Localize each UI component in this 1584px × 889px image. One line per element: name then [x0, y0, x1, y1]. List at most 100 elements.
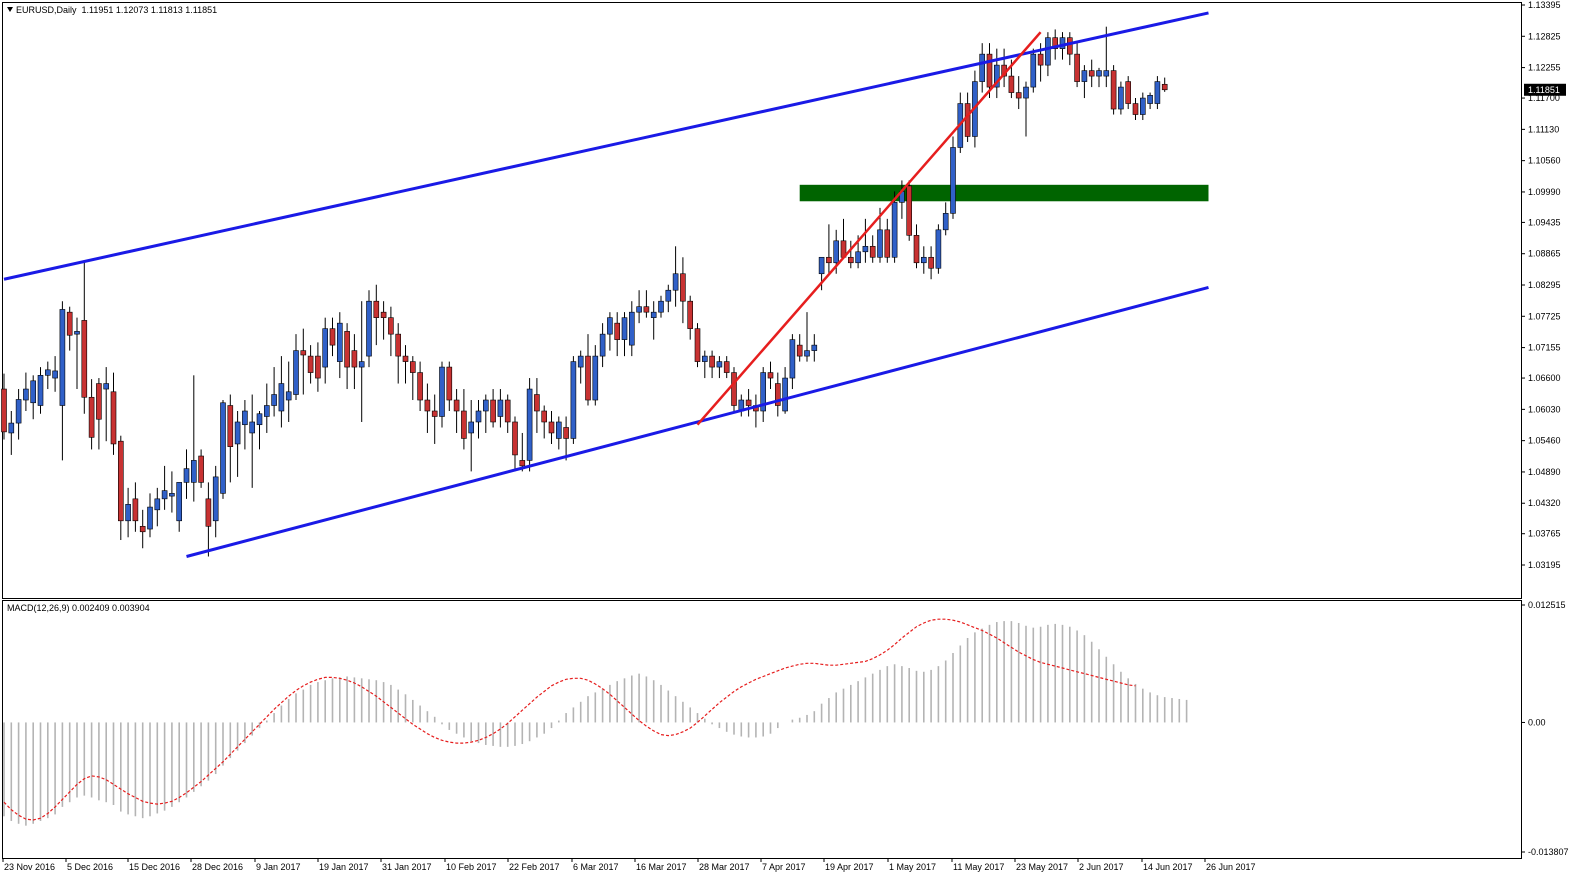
bull-candle: [23, 388, 29, 401]
bear-candle: [796, 344, 803, 357]
bull-candle: [862, 245, 869, 253]
price-axis-label: 1.11130: [1528, 124, 1559, 134]
caret-down-icon: [7, 7, 13, 12]
bull-candle: [336, 322, 343, 362]
bull-candle: [920, 256, 927, 264]
bull-candle: [1096, 70, 1102, 77]
bear-candle: [1132, 103, 1139, 115]
bull-candle: [942, 213, 949, 231]
price-axis-label: 1.07725: [1528, 311, 1561, 321]
bear-candle: [1125, 81, 1131, 104]
bull-candle: [147, 506, 153, 530]
bear-candle: [541, 410, 548, 423]
bull-candle: [577, 355, 584, 368]
bull-candle: [877, 229, 883, 258]
bull-candle: [636, 306, 642, 313]
price-axis-label: 1.07155: [1528, 343, 1561, 353]
bull-candle: [658, 300, 664, 313]
bull-candle: [1140, 97, 1146, 115]
bull-candle: [760, 372, 767, 412]
time-axis-label: 19 Apr 2017: [825, 862, 874, 872]
bear-candle: [329, 328, 336, 346]
red-trendline: [696, 31, 1042, 426]
bear-candle: [409, 361, 416, 373]
bear-candle: [563, 427, 569, 439]
bull-candle: [285, 391, 292, 401]
bull-candle: [322, 328, 329, 368]
time-axis-label: 28 Mar 2017: [699, 862, 750, 872]
bull-candle: [592, 355, 599, 401]
bear-candle: [417, 372, 423, 401]
price-axis-label: 1.03195: [1528, 560, 1561, 570]
bull-candle: [169, 493, 175, 497]
price-axis-label: 1.06600: [1528, 373, 1561, 383]
bull-candle: [37, 375, 44, 406]
bear-candle: [110, 391, 117, 445]
bull-candle: [599, 333, 606, 357]
price-axis-label: 1.09435: [1528, 217, 1561, 227]
bear-candle: [307, 355, 314, 373]
time-axis-label: 23 May 2017: [1016, 862, 1068, 872]
bull-candle: [263, 405, 270, 417]
bear-candle: [1, 388, 7, 433]
bull-candle: [782, 377, 788, 412]
bull-candle: [628, 311, 635, 346]
bull-candle: [212, 476, 219, 522]
ohlc-values: 1.11951 1.12073 1.11813 1.11851: [81, 5, 218, 15]
bull-candle: [979, 53, 986, 82]
time-axis-label: 6 Mar 2017: [573, 862, 619, 872]
bull-candle: [234, 421, 241, 445]
time-axis-label: 1 May 2017: [889, 862, 936, 872]
bull-candle: [701, 355, 708, 362]
bull-candle: [818, 256, 825, 275]
bear-candle: [847, 256, 854, 264]
macd-panel-frame: [2, 600, 1522, 859]
bull-candle: [1023, 86, 1029, 99]
macd-label: MACD(12,26,9) 0.002409 0.003904: [7, 603, 150, 613]
bull-candle: [468, 421, 475, 434]
bull-candle: [1045, 37, 1051, 66]
bull-candle: [183, 468, 190, 483]
bear-candle: [198, 455, 204, 483]
time-axis-label: 31 Jan 2017: [382, 862, 432, 872]
price-axis-label: 1.08295: [1528, 280, 1561, 290]
bull-candle: [1147, 95, 1153, 104]
macd-axis-label: -0.013807: [1528, 847, 1569, 857]
bull-candle: [526, 388, 533, 461]
bear-candle: [446, 366, 453, 401]
bear-candle: [344, 331, 350, 368]
time-axis-label: 11 May 2017: [953, 862, 1004, 872]
bull-candle: [804, 350, 810, 357]
bear-candle: [395, 333, 402, 357]
bear-candle: [709, 355, 715, 368]
support-zone: [799, 184, 1209, 202]
bear-candle: [388, 317, 394, 335]
bear-candle: [139, 525, 146, 533]
time-axis-label: 26 Jun 2017: [1206, 862, 1256, 872]
bull-candle: [935, 229, 942, 269]
bull-candle: [30, 380, 37, 404]
bull-candle: [242, 410, 248, 426]
bull-candle: [52, 370, 58, 379]
bear-candle: [1067, 37, 1073, 55]
bull-candle: [439, 366, 445, 417]
bear-candle: [986, 53, 993, 88]
bull-candle: [1030, 53, 1037, 88]
macd-signal-line: [3, 618, 1136, 821]
bear-candle: [519, 460, 526, 467]
bull-candle: [220, 402, 226, 494]
price-axis-label: 1.09990: [1528, 187, 1561, 197]
price-axis-label: 1.10560: [1528, 156, 1561, 166]
bull-candle: [811, 344, 818, 351]
bull-candle: [497, 399, 504, 417]
price-axis-label: 1.12255: [1528, 63, 1561, 73]
bear-candle: [614, 322, 621, 340]
time-axis-label: 19 Jan 2017: [319, 862, 369, 872]
bear-candle: [402, 355, 409, 362]
bull-candle: [570, 361, 577, 439]
bear-candle: [534, 394, 540, 412]
price-axis-label: 1.03765: [1528, 529, 1561, 539]
bear-candle: [380, 311, 387, 318]
bear-candle: [774, 383, 781, 406]
bear-candle: [453, 399, 460, 412]
